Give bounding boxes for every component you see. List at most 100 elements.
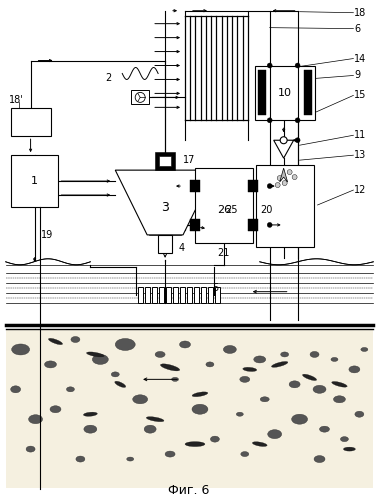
Bar — [208, 286, 213, 302]
Ellipse shape — [343, 447, 356, 451]
Circle shape — [295, 63, 300, 68]
Bar — [11, 155, 58, 207]
Ellipse shape — [281, 352, 289, 357]
Bar — [187, 286, 192, 302]
Ellipse shape — [206, 362, 214, 367]
Text: 6: 6 — [354, 24, 360, 34]
Ellipse shape — [45, 361, 56, 368]
Ellipse shape — [361, 348, 368, 352]
Ellipse shape — [144, 425, 156, 433]
Bar — [201, 286, 206, 302]
Ellipse shape — [84, 425, 97, 433]
Bar — [258, 70, 266, 116]
Ellipse shape — [349, 366, 360, 373]
Text: 13: 13 — [354, 150, 366, 160]
Circle shape — [282, 180, 287, 186]
Ellipse shape — [76, 456, 85, 462]
Text: 17: 17 — [183, 155, 196, 165]
Ellipse shape — [313, 386, 326, 394]
Ellipse shape — [66, 387, 74, 392]
Ellipse shape — [111, 372, 119, 377]
Text: 15: 15 — [354, 90, 367, 101]
Ellipse shape — [115, 338, 135, 350]
Ellipse shape — [146, 416, 164, 422]
Text: 1: 1 — [31, 176, 38, 186]
Bar — [166, 286, 171, 302]
Circle shape — [267, 118, 272, 123]
Ellipse shape — [291, 414, 308, 424]
Ellipse shape — [236, 412, 243, 416]
Bar — [180, 286, 185, 302]
Ellipse shape — [180, 341, 191, 348]
Circle shape — [267, 222, 272, 228]
Circle shape — [267, 63, 272, 68]
Ellipse shape — [223, 346, 236, 354]
Ellipse shape — [172, 378, 179, 382]
Polygon shape — [115, 170, 215, 235]
Ellipse shape — [241, 452, 249, 456]
Text: 25: 25 — [225, 205, 237, 215]
Text: 5: 5 — [212, 282, 218, 292]
Text: 21: 21 — [218, 248, 230, 258]
Ellipse shape — [289, 381, 300, 388]
Bar — [131, 90, 149, 104]
Text: 11: 11 — [354, 130, 366, 140]
Bar — [158, 235, 172, 253]
Circle shape — [277, 176, 282, 180]
Circle shape — [135, 92, 145, 102]
Ellipse shape — [268, 430, 282, 438]
Ellipse shape — [192, 392, 208, 396]
Ellipse shape — [192, 404, 208, 414]
Bar — [6, 328, 373, 488]
Text: 2: 2 — [105, 74, 111, 84]
Ellipse shape — [260, 397, 269, 402]
Ellipse shape — [71, 336, 80, 342]
Ellipse shape — [49, 338, 63, 344]
Circle shape — [295, 138, 300, 142]
Ellipse shape — [50, 406, 61, 412]
Ellipse shape — [252, 442, 267, 446]
Text: 10: 10 — [278, 88, 292, 98]
Ellipse shape — [12, 344, 30, 355]
Text: 4: 4 — [179, 243, 185, 253]
Ellipse shape — [115, 381, 126, 388]
Ellipse shape — [160, 364, 180, 371]
Bar — [248, 219, 258, 231]
Circle shape — [275, 182, 280, 188]
Ellipse shape — [155, 352, 165, 358]
Ellipse shape — [127, 457, 134, 461]
Circle shape — [292, 174, 297, 180]
Ellipse shape — [26, 446, 35, 452]
Text: 14: 14 — [354, 54, 366, 64]
Ellipse shape — [331, 358, 338, 362]
Ellipse shape — [185, 442, 205, 446]
Ellipse shape — [86, 352, 104, 357]
Text: 12: 12 — [354, 185, 367, 195]
Bar — [304, 70, 312, 116]
Bar — [215, 286, 220, 302]
Ellipse shape — [310, 352, 319, 358]
Text: 18': 18' — [9, 96, 23, 106]
Ellipse shape — [314, 456, 325, 462]
Bar — [248, 180, 258, 192]
Ellipse shape — [11, 386, 20, 393]
Bar — [155, 152, 175, 170]
Bar — [159, 156, 171, 166]
Ellipse shape — [271, 362, 288, 368]
Bar — [195, 168, 253, 243]
Bar — [190, 180, 200, 192]
Text: 18: 18 — [354, 8, 366, 18]
Text: 20: 20 — [261, 206, 273, 216]
Ellipse shape — [165, 451, 175, 457]
Circle shape — [280, 136, 287, 143]
Text: 3: 3 — [161, 201, 169, 214]
Text: Фиг. 6: Фиг. 6 — [168, 484, 210, 498]
Ellipse shape — [319, 426, 329, 432]
Bar — [173, 286, 178, 302]
Bar — [145, 286, 150, 302]
Bar — [138, 286, 143, 302]
Ellipse shape — [355, 411, 364, 417]
Bar — [152, 286, 157, 302]
Text: 9: 9 — [354, 70, 360, 81]
Ellipse shape — [240, 376, 250, 382]
